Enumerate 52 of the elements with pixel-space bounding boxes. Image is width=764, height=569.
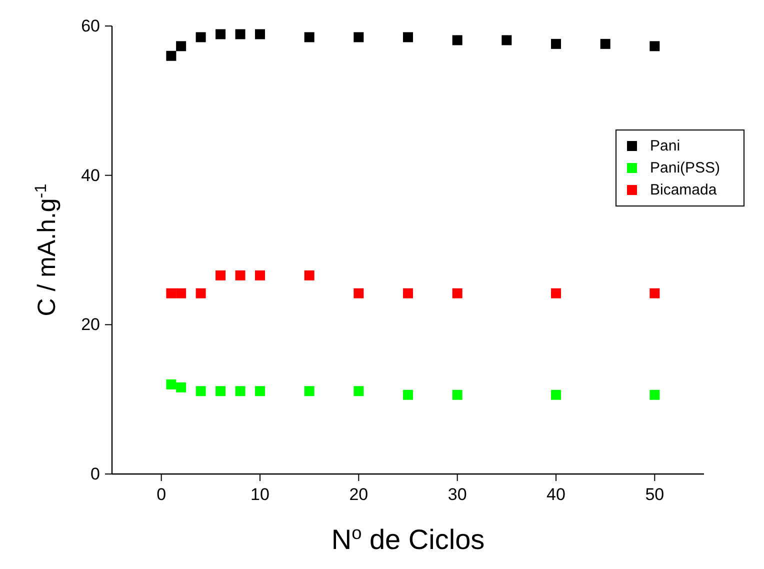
point [304,386,314,396]
x-tick-label: 10 [250,485,270,504]
point [235,270,246,280]
legend-label: Pani [650,138,680,154]
point [196,288,206,298]
x-tick-label: 40 [546,485,566,504]
point [255,386,265,396]
point [216,270,226,280]
y-tick-label: 20 [81,315,100,334]
point [650,390,660,400]
x-axis-title: N$^{o}$ de Ciclos [331,523,485,555]
point [176,41,186,52]
point [354,288,364,298]
x-tick-label: 20 [349,485,368,504]
point [403,390,413,400]
point [216,29,226,40]
point [235,386,246,396]
point [304,32,314,42]
point [196,32,206,42]
point [650,41,660,52]
legend-label: Bicamada [650,182,718,198]
point [403,32,413,42]
point [551,288,561,298]
point [403,288,413,298]
x-tick-label: 50 [645,485,664,504]
y-tick-label: 40 [81,166,100,185]
point [452,35,462,46]
y-tick-label: 0 [90,464,100,484]
point [354,32,364,42]
point [502,35,512,46]
x-tick-label: 30 [448,485,467,504]
y-tick-label: 60 [81,16,100,36]
point [452,288,462,298]
point [216,386,226,396]
point [551,390,561,400]
point [600,38,610,49]
point [255,270,265,280]
point [255,29,265,40]
point [176,382,186,392]
legend-label: Pani(PSS) [650,160,720,176]
point [166,379,176,390]
point [176,288,186,298]
point [304,270,314,280]
point [452,390,462,400]
point [166,288,176,298]
point [166,50,176,61]
point [235,29,246,40]
point [551,38,561,49]
x-tick-label: 0 [156,485,166,504]
point [650,288,660,298]
point [354,386,364,396]
point [196,386,206,396]
